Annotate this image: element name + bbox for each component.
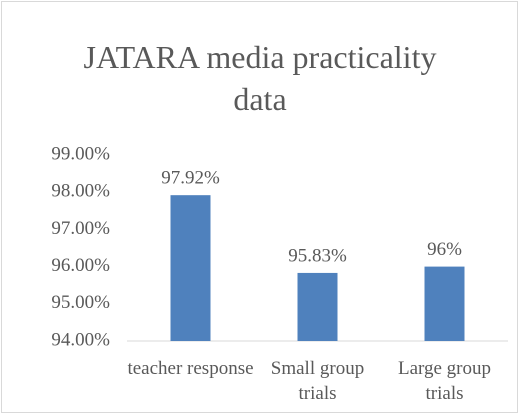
data-label: 97.92% [161, 168, 220, 189]
bar [170, 195, 211, 341]
x-tick-label: teacher response [127, 358, 254, 379]
y-tick-label: 98.00% [51, 181, 110, 202]
bar [297, 272, 338, 341]
y-tick-label: 96.00% [51, 255, 110, 276]
bar [424, 266, 465, 341]
chart-title: JATARA media practicality data [83, 39, 437, 117]
chart-border [1, 1, 518, 413]
data-label: 96% [427, 239, 462, 260]
data-label: 95.83% [288, 245, 347, 266]
y-tick-label: 94.00% [51, 329, 110, 350]
x-tick-label: Small group trials [270, 358, 365, 404]
x-tick-label: Large group trials [397, 358, 492, 404]
y-tick-label: 99.00% [51, 143, 110, 164]
y-tick-label: 97.00% [51, 218, 110, 239]
y-tick-label: 95.00% [51, 292, 110, 313]
